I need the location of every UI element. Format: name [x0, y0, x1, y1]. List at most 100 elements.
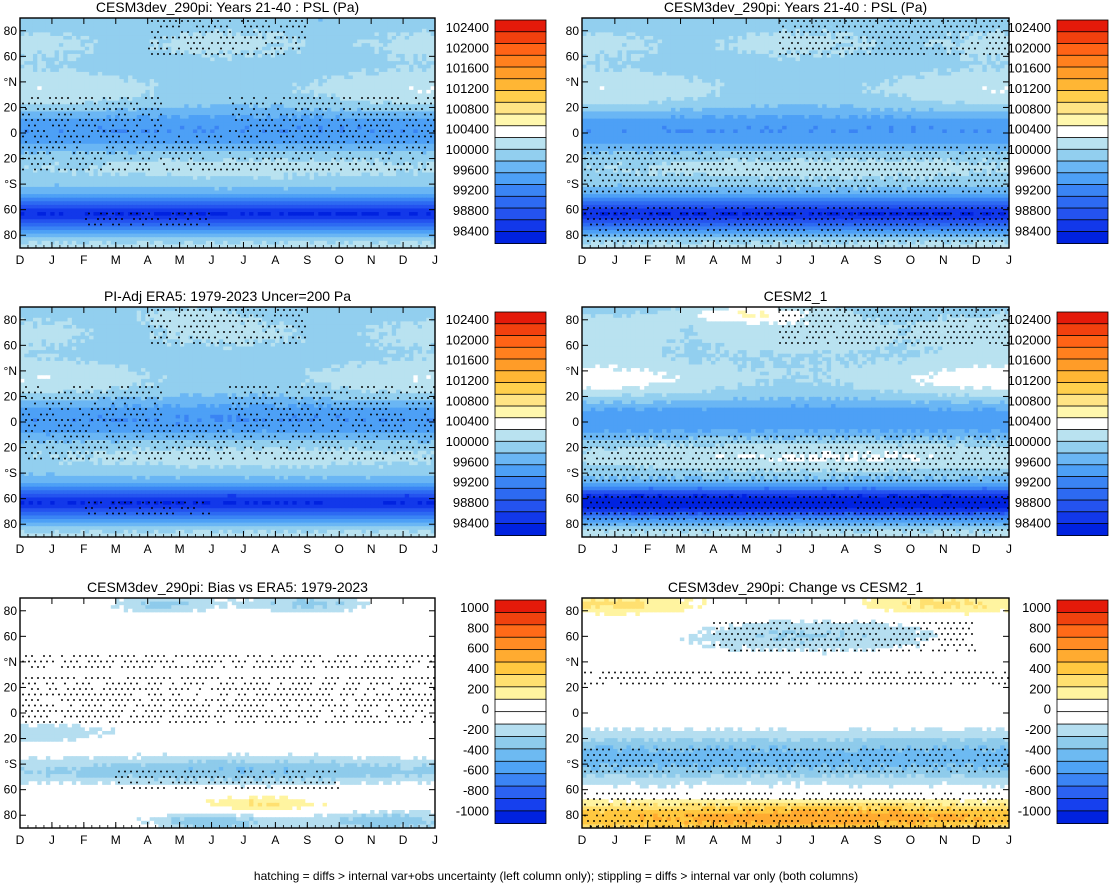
heat-cell [106, 32, 111, 36]
heat-cell [340, 29, 345, 33]
heat-cell [279, 25, 284, 29]
heat-cell [418, 32, 423, 36]
heat-cell [396, 36, 401, 40]
heat-cell [85, 40, 90, 44]
heat-cell [197, 32, 202, 36]
heat-cell [33, 50, 38, 54]
heat-cell [418, 40, 423, 44]
heat-cell [145, 43, 150, 47]
heat-cell [81, 32, 86, 36]
heat-cell [137, 36, 142, 40]
heat-cell [137, 43, 142, 47]
heat-cell [171, 47, 176, 51]
heat-cell [98, 32, 103, 36]
heat-cell [154, 25, 159, 29]
heat-cell [383, 22, 388, 26]
heat-cell [50, 50, 55, 54]
heat-cell [37, 25, 42, 29]
heat-cell [357, 29, 362, 33]
heat-cell [400, 43, 405, 47]
heat-cell [20, 50, 25, 54]
heat-cell [115, 43, 120, 47]
heat-cell [29, 25, 34, 29]
heat-cell [29, 22, 34, 26]
heat-cell [85, 22, 90, 26]
heat-cell [72, 43, 77, 47]
heat-cell [383, 29, 388, 33]
heat-cell [288, 43, 293, 47]
heat-cell [111, 25, 116, 29]
heat-cell [55, 47, 60, 51]
heat-cell [85, 29, 90, 33]
heat-cell [327, 40, 332, 44]
heat-cell [362, 40, 367, 44]
heat-cell [137, 29, 142, 33]
heat-cell [288, 36, 293, 40]
heat-cell [249, 43, 254, 47]
heat-cell [42, 32, 47, 36]
heat-cell [184, 25, 189, 29]
heat-cell [111, 32, 116, 36]
heat-cell [383, 32, 388, 36]
heat-cell [63, 47, 68, 51]
heat-cell [331, 36, 336, 40]
heat-cell [63, 50, 68, 54]
heat-cell [310, 32, 315, 36]
heat-cell [137, 47, 142, 51]
heat-cell [50, 25, 55, 29]
heat-cell [119, 32, 124, 36]
heat-cell [72, 36, 77, 40]
heat-cell [344, 29, 349, 33]
heat-cell [42, 29, 47, 33]
heat-cell [215, 22, 220, 26]
heat-cell [323, 43, 328, 47]
heat-cell [89, 32, 94, 36]
heat-cell [137, 25, 142, 29]
heat-cell [409, 32, 414, 36]
heat-cell [426, 47, 431, 51]
heat-cell [383, 47, 388, 51]
heat-cell [379, 22, 384, 26]
heat-cell [331, 32, 336, 36]
heat-cell [89, 25, 94, 29]
heat-cell [137, 32, 142, 36]
heat-cell [357, 22, 362, 26]
heat-cell [370, 32, 375, 36]
heat-cell [297, 32, 302, 36]
heat-cell [50, 29, 55, 33]
heat-cell [232, 32, 237, 36]
heat-cell [141, 50, 146, 54]
heat-cell [349, 32, 354, 36]
heat-cell [236, 22, 241, 26]
heat-cell [102, 22, 107, 26]
heat-cell [55, 36, 60, 40]
heat-cell [115, 29, 120, 33]
heat-cell [374, 25, 379, 29]
heat-cell [223, 32, 228, 36]
heat-cell [240, 47, 245, 51]
heat-cell [327, 25, 332, 29]
heat-cell [353, 29, 358, 33]
heat-cell [197, 36, 202, 40]
heat-cell [85, 36, 90, 40]
heat-cell [396, 32, 401, 36]
heat-cell [158, 40, 163, 44]
heat-cell [413, 40, 418, 44]
heat-cell [150, 22, 155, 26]
heat-cell [379, 36, 384, 40]
heat-cell [132, 22, 137, 26]
heat-cell [374, 22, 379, 26]
heat-cell [193, 29, 198, 33]
heat-cell [150, 47, 155, 51]
heat-cell [24, 25, 29, 29]
heat-cell [400, 29, 405, 33]
heat-cell [119, 43, 124, 47]
heat-cell [340, 22, 345, 26]
heat-cell [72, 40, 77, 44]
heat-cell [72, 32, 77, 36]
heat-cell [150, 25, 155, 29]
heat-cell [366, 43, 371, 47]
heat-cell [68, 47, 73, 51]
heat-cell [387, 22, 392, 26]
heat-cell [284, 32, 289, 36]
